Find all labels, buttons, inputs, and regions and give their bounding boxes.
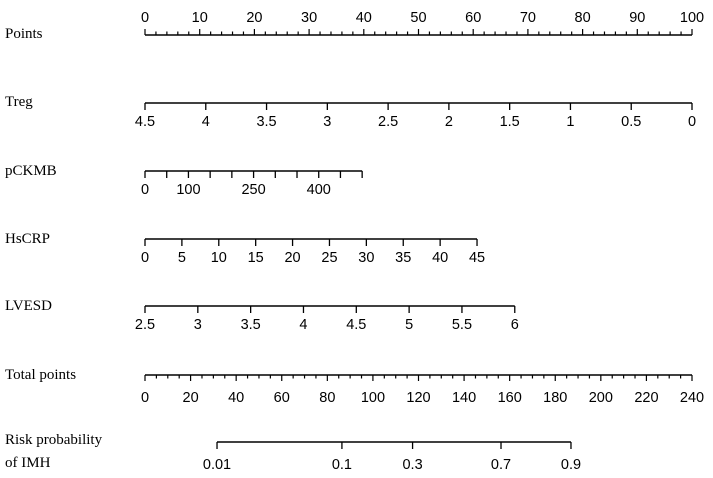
tick-label: 0.01	[203, 457, 231, 473]
row-label-risk-probability: Risk probability	[5, 432, 103, 448]
row-label-total-points: Total points	[5, 367, 76, 383]
tick-label: 6	[511, 317, 519, 333]
row-label-treg: Treg	[5, 94, 33, 110]
tick-label: 0.5	[621, 114, 641, 130]
tick-label: 40	[228, 390, 244, 406]
tick-label: 50	[410, 10, 426, 26]
tick-label: 10	[192, 10, 208, 26]
tick-label: 40	[432, 250, 448, 266]
tick-label: 0	[141, 390, 149, 406]
tick-label: 10	[211, 250, 227, 266]
tick-label: 45	[469, 250, 485, 266]
tick-label: 3	[323, 114, 331, 130]
tick-label: 140	[452, 390, 476, 406]
tick-label: 5	[405, 317, 413, 333]
row-label-points: Points	[5, 26, 43, 42]
tick-label: 160	[498, 390, 522, 406]
tick-label: 120	[406, 390, 430, 406]
tick-label: 70	[520, 10, 536, 26]
tick-label: 4.5	[346, 317, 366, 333]
tick-label: 4.5	[135, 114, 155, 130]
tick-label: 25	[321, 250, 337, 266]
tick-label: 0.9	[561, 457, 581, 473]
tick-label: 0.3	[402, 457, 422, 473]
tick-label: 90	[629, 10, 645, 26]
tick-label: 0	[141, 10, 149, 26]
tick-label: 1.5	[500, 114, 520, 130]
tick-label: 0.7	[491, 457, 511, 473]
tick-label: 20	[246, 10, 262, 26]
tick-label: 60	[465, 10, 481, 26]
tick-label: 4	[202, 114, 210, 130]
tick-label: 0	[141, 250, 149, 266]
tick-label: 15	[248, 250, 264, 266]
tick-label: 3.5	[241, 317, 261, 333]
tick-label: 3	[194, 317, 202, 333]
tick-label: 0.1	[332, 457, 352, 473]
tick-label: 0	[141, 182, 149, 198]
tick-label: 3.5	[256, 114, 276, 130]
tick-label: 20	[183, 390, 199, 406]
tick-label: 180	[543, 390, 567, 406]
tick-label: 2	[445, 114, 453, 130]
tick-label: 4	[299, 317, 307, 333]
tick-label: 100	[680, 10, 704, 26]
tick-label: 240	[680, 390, 704, 406]
tick-label: 400	[307, 182, 331, 198]
tick-label: 5.5	[452, 317, 472, 333]
tick-label: 0	[688, 114, 696, 130]
tick-label: 35	[395, 250, 411, 266]
tick-label: 20	[284, 250, 300, 266]
row-label-hscrp: HsCRP	[5, 231, 50, 247]
tick-label: 60	[274, 390, 290, 406]
row-label-line2: of IMH	[5, 455, 51, 471]
tick-label: 220	[634, 390, 658, 406]
tick-label: 5	[178, 250, 186, 266]
tick-label: 2.5	[378, 114, 398, 130]
tick-label: 2.5	[135, 317, 155, 333]
tick-label: 1	[566, 114, 574, 130]
tick-label: 250	[241, 182, 265, 198]
tick-label: 80	[575, 10, 591, 26]
tick-label: 100	[176, 182, 200, 198]
tick-label: 40	[356, 10, 372, 26]
row-label-pckmb: pCKMB	[5, 163, 57, 179]
tick-label: 200	[589, 390, 613, 406]
tick-label: 30	[358, 250, 374, 266]
tick-label: 30	[301, 10, 317, 26]
tick-label: 80	[319, 390, 335, 406]
tick-label: 100	[361, 390, 385, 406]
row-label-lvesd: LVESD	[5, 298, 52, 314]
